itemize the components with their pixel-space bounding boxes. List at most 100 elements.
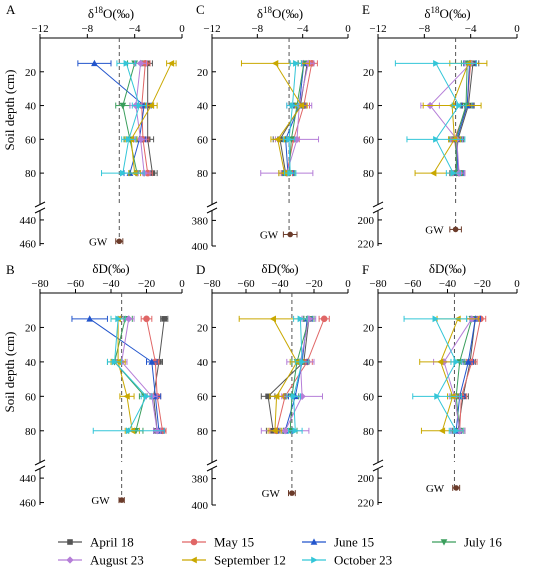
data-point <box>432 315 439 323</box>
data-point <box>293 59 300 67</box>
series-september-12 <box>240 59 310 177</box>
data-point <box>86 315 94 322</box>
y-tick-label: 20 <box>25 322 37 334</box>
y-tick-label: 80 <box>197 168 209 180</box>
y-tick-label: 60 <box>25 391 37 403</box>
series-october-23 <box>394 59 477 177</box>
x-tick-label: −12 <box>369 23 386 35</box>
series-may-15 <box>453 315 487 435</box>
x-tick-label: −60 <box>237 278 255 290</box>
series-june-15 <box>450 315 482 434</box>
data-point <box>167 59 175 67</box>
y-tick-label: 40 <box>25 357 37 369</box>
x-tick-label: −40 <box>271 278 289 290</box>
x-axis-title: δ18O(‰) <box>88 5 134 21</box>
data-point <box>91 59 98 67</box>
axis-break-mark <box>206 207 218 214</box>
legend-item: May 15 <box>182 535 254 550</box>
legend-item: July 16 <box>432 535 502 550</box>
data-point <box>111 358 119 366</box>
series-line <box>435 63 460 174</box>
y-tick-label: 20 <box>197 322 209 334</box>
series-line <box>130 63 172 174</box>
data-point <box>286 135 293 143</box>
axis-break-mark <box>206 465 218 472</box>
x-axis-title: δD(‰) <box>429 261 466 276</box>
data-point <box>433 135 440 143</box>
series-june-15 <box>77 59 152 177</box>
axis-break-mark <box>372 459 384 466</box>
legend-label: May 15 <box>214 535 254 550</box>
series-line <box>153 318 165 431</box>
legend-item: August 23 <box>58 553 144 568</box>
series-line <box>141 63 149 174</box>
gw-label: GW <box>260 229 279 241</box>
series-october-23 <box>286 315 310 435</box>
gw-label: GW <box>262 488 281 500</box>
series-july-16 <box>115 60 145 177</box>
y-tick-label: 200 <box>358 473 375 485</box>
series-april-18 <box>452 315 482 434</box>
x-tick-label: −80 <box>31 278 49 290</box>
data-point <box>438 427 446 435</box>
data-point <box>119 102 127 110</box>
series-october-23 <box>92 315 165 435</box>
x-tick-label: −20 <box>138 278 156 290</box>
legend-item: September 12 <box>182 553 286 568</box>
y-tick-label: 440 <box>20 473 37 485</box>
x-tick-label: −20 <box>305 278 323 290</box>
legend-label: July 16 <box>464 535 502 550</box>
series-line <box>429 62 472 174</box>
x-tick-label: 0 <box>514 278 520 290</box>
y-tick-label: 60 <box>363 391 375 403</box>
y-tick-label: 440 <box>20 215 37 227</box>
y-tick-label: 40 <box>25 101 37 113</box>
panel-letter: A <box>6 2 16 17</box>
data-point <box>429 169 437 177</box>
y-tick-label: 40 <box>197 101 209 113</box>
y-tick-label: 40 <box>197 357 209 369</box>
data-point <box>272 392 280 400</box>
x-tick-label: −8 <box>418 23 430 35</box>
legend-marker <box>67 539 73 545</box>
legend-label: August 23 <box>90 553 144 568</box>
y-tick-label: 220 <box>358 498 375 510</box>
legend-label: April 18 <box>90 535 134 550</box>
axis-break-mark <box>206 459 218 466</box>
series-line <box>443 318 473 431</box>
y-tick-label: 80 <box>25 168 37 180</box>
series-line <box>135 63 145 174</box>
y-tick-label: 20 <box>197 67 209 79</box>
series-august-23 <box>260 315 323 435</box>
axis-break-mark <box>372 465 384 472</box>
series-line <box>94 62 145 174</box>
legend-marker <box>190 538 198 546</box>
axis-break-mark <box>34 465 46 472</box>
series-line <box>146 318 163 431</box>
legend-item: October 23 <box>302 553 392 568</box>
series-line <box>434 318 457 432</box>
y-tick-label: 400 <box>192 241 209 253</box>
legend: April 18 May 15 June 15 July 16 August 23 Sep… <box>58 535 502 568</box>
x-tick-label: −12 <box>203 23 220 35</box>
y-tick-label: 380 <box>192 474 209 486</box>
data-point <box>464 358 472 365</box>
y-tick-label: 80 <box>363 426 375 438</box>
panel-letter: F <box>362 262 369 277</box>
series-line <box>279 63 308 174</box>
data-point <box>450 169 457 177</box>
y-tick-label: 60 <box>197 391 209 403</box>
y-tick-label: 380 <box>192 215 209 227</box>
data-point <box>299 358 306 366</box>
gw-point <box>453 485 459 491</box>
x-tick-label: 0 <box>179 23 185 35</box>
y-tick-label: 20 <box>363 67 375 79</box>
panel-letter: B <box>6 262 15 277</box>
legend-label: September 12 <box>214 553 286 568</box>
x-tick-label: 0 <box>345 278 351 290</box>
x-tick-label: −4 <box>465 23 477 35</box>
data-point <box>287 169 294 177</box>
